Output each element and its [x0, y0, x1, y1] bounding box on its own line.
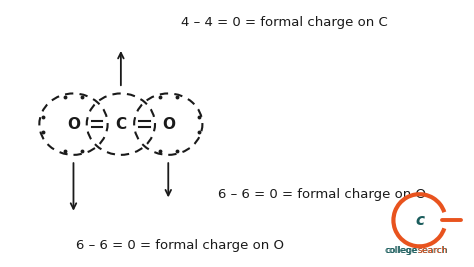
Text: 6 – 6 = 0 = formal charge on O: 6 – 6 = 0 = formal charge on O: [76, 239, 284, 252]
Text: O: O: [162, 117, 175, 132]
Text: 4 – 4 = 0 = formal charge on C: 4 – 4 = 0 = formal charge on C: [181, 16, 388, 29]
Text: c: c: [415, 213, 424, 228]
Text: C: C: [115, 117, 127, 132]
Text: O: O: [67, 117, 80, 132]
Text: search: search: [417, 246, 447, 256]
Text: 6 – 6 = 0 = formal charge on O: 6 – 6 = 0 = formal charge on O: [219, 189, 426, 201]
Text: college: college: [384, 246, 417, 256]
Text: collegesearch: collegesearch: [386, 246, 448, 256]
